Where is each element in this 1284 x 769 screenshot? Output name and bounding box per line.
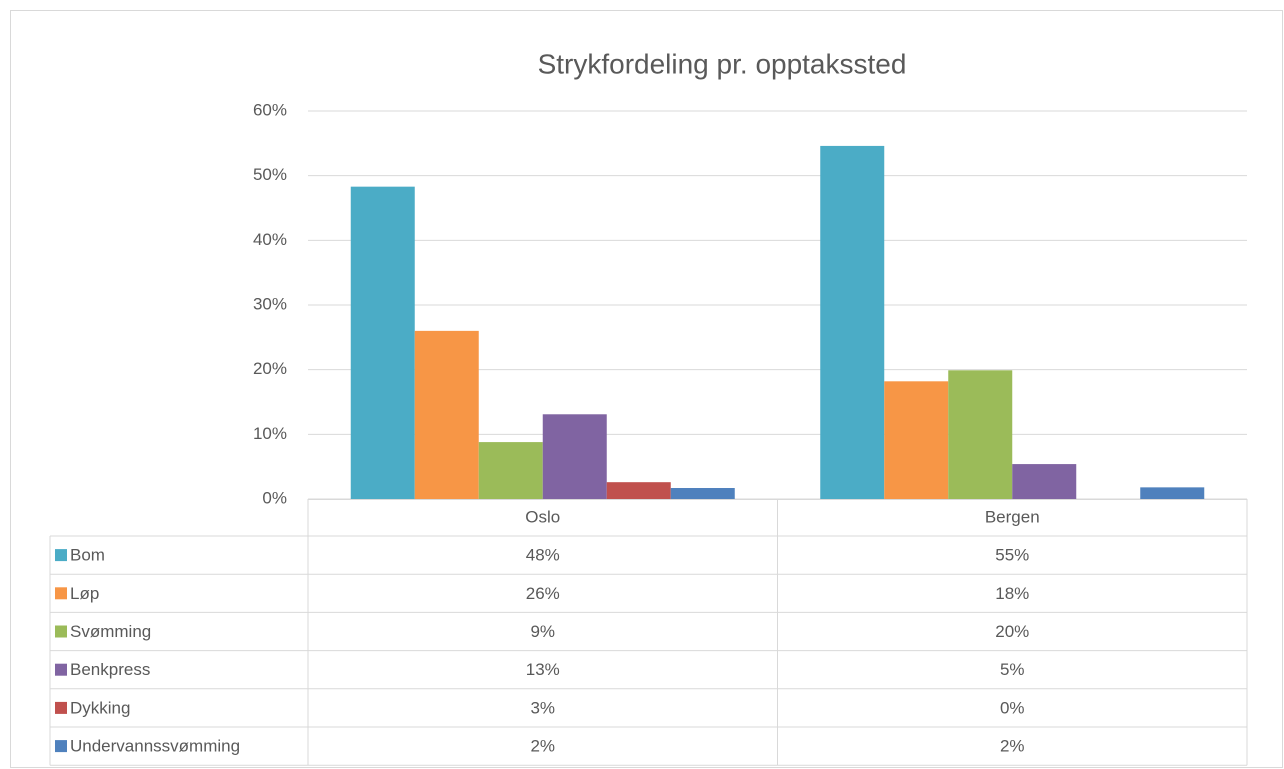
- y-tick-label: 40%: [253, 230, 287, 249]
- chart-border: [10, 10, 1283, 768]
- data-table-cell: 3%: [530, 698, 555, 717]
- y-tick-label: 50%: [253, 165, 287, 184]
- bar: [670, 488, 735, 499]
- bar: [1140, 487, 1205, 499]
- x-tick-label: Oslo: [525, 507, 560, 526]
- x-tick-label: Bergen: [985, 507, 1040, 526]
- data-table-cell: 5%: [1000, 660, 1025, 679]
- bar: [414, 330, 479, 499]
- y-tick-label: 0%: [262, 488, 287, 507]
- data-table-cell: 55%: [995, 546, 1029, 565]
- data-table-cell: 2%: [1000, 737, 1025, 756]
- legend-label: Løp: [70, 584, 99, 603]
- bar: [820, 145, 885, 500]
- legend-swatch: [55, 587, 67, 600]
- legend-label: Svømming: [70, 622, 151, 641]
- data-table-cell: 20%: [995, 622, 1029, 641]
- data-table-cell: 9%: [530, 622, 555, 641]
- chart-title: Strykfordeling pr. opptakssted: [538, 48, 907, 79]
- legend-label: Benkpress: [70, 660, 150, 679]
- data-table-cell: 2%: [530, 737, 555, 756]
- bar: [884, 381, 949, 499]
- legend-swatch: [55, 740, 67, 753]
- data-table-cell: 18%: [995, 584, 1029, 603]
- bar: [948, 370, 1013, 499]
- legend-label: Dykking: [70, 698, 130, 717]
- bar: [606, 482, 671, 499]
- data-table-cell: 0%: [1000, 698, 1025, 717]
- legend-swatch: [55, 625, 67, 638]
- data-table-cell: 13%: [526, 660, 560, 679]
- bar: [1012, 464, 1077, 499]
- bar: [350, 186, 415, 499]
- y-tick-label: 10%: [253, 424, 287, 443]
- legend-swatch: [55, 549, 67, 562]
- legend-label: Undervannssvømming: [70, 737, 240, 756]
- legend-label: Bom: [70, 546, 105, 565]
- data-table-cell: 26%: [526, 584, 560, 603]
- legend-swatch: [55, 663, 67, 676]
- y-tick-label: 20%: [253, 359, 287, 378]
- bar: [478, 442, 543, 499]
- y-tick-label: 60%: [253, 100, 287, 119]
- bar: [542, 414, 607, 499]
- legend-swatch: [55, 701, 67, 714]
- y-tick-label: 30%: [253, 294, 287, 313]
- data-table-cell: 48%: [526, 546, 560, 565]
